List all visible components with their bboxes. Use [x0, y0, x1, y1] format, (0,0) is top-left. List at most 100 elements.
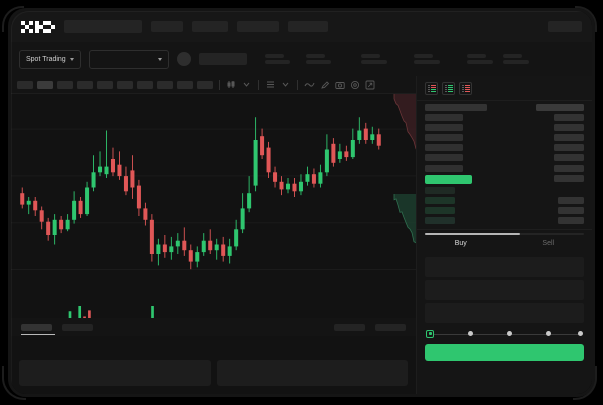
orderbook-ask-row[interactable] [425, 154, 584, 162]
bottom-panel-right[interactable] [216, 360, 408, 386]
market-stat-5 [466, 53, 493, 65]
last-price-value [425, 174, 472, 184]
buy-sell-tabs: Buy Sell [417, 235, 592, 252]
chart-type-chevron-icon[interactable] [241, 79, 252, 90]
trendline-wave-icon[interactable] [304, 79, 315, 90]
stat-label [502, 53, 522, 58]
tab-buy[interactable]: Buy [454, 240, 467, 248]
order-type-field[interactable] [425, 257, 584, 278]
timeframe-button[interactable] [57, 80, 73, 89]
market-stat-1 [264, 53, 290, 65]
coin-avatar-icon [176, 52, 191, 66]
submit-order-button[interactable] [425, 344, 584, 362]
timeframe-button[interactable] [77, 80, 93, 89]
orderbook-ask-row[interactable] [425, 134, 584, 142]
slider-knob-icon[interactable] [426, 329, 434, 338]
orderbook-column-divider [417, 100, 592, 101]
orderbook-last-price-row[interactable] [425, 174, 584, 184]
indicators-chevron-icon[interactable] [280, 79, 291, 90]
candlestick-chart-svg [11, 94, 416, 336]
timeframe-button[interactable] [117, 80, 133, 89]
active-tab-indicator [21, 333, 55, 335]
timeframe-button-active[interactable] [37, 80, 53, 89]
orderbook-view-both-icon[interactable] [425, 82, 438, 95]
nav-item-4[interactable] [288, 21, 328, 32]
toolbar-divider [258, 79, 259, 90]
orderbook-bid-row[interactable] [425, 206, 584, 214]
trading-mode-selector[interactable]: Spot Trading [19, 49, 81, 69]
market-stat-2 [305, 53, 331, 65]
slider-step-5[interactable] [578, 331, 583, 337]
depth-ratio-fill [425, 233, 521, 236]
nav-item-3[interactable] [237, 21, 279, 32]
orders-action-1[interactable] [334, 323, 365, 331]
nav-item-2[interactable] [192, 21, 228, 32]
toolbar-divider [219, 79, 220, 90]
market-stat-4 [413, 53, 440, 65]
camera-snapshot-icon[interactable] [334, 79, 345, 90]
pencil-draw-icon[interactable] [319, 79, 330, 90]
trade-form-fields [417, 252, 592, 324]
stat-value [305, 60, 331, 65]
orderbook-header-row [425, 104, 584, 111]
timeframe-button[interactable] [177, 80, 193, 89]
orderbook-rows [417, 104, 592, 225]
settings-gear-icon[interactable] [349, 79, 360, 90]
stat-label [305, 53, 325, 58]
tab-open-orders[interactable] [21, 323, 52, 331]
orders-tabbar [11, 318, 416, 336]
price-chart[interactable] [11, 94, 416, 336]
stat-label [413, 53, 433, 58]
pair-name [198, 53, 247, 65]
stat-value [264, 60, 290, 65]
chevron-down-icon [157, 57, 162, 61]
chevron-down-icon [69, 57, 74, 61]
depth-ratio-bar [425, 233, 584, 236]
timeframe-button[interactable] [157, 80, 173, 89]
nav-item-5[interactable] [548, 21, 582, 32]
stat-value [360, 60, 387, 65]
timeframe-button[interactable] [197, 80, 213, 89]
tab-order-history[interactable] [62, 323, 93, 331]
slider-step-3[interactable] [507, 331, 512, 337]
slider-step-2[interactable] [468, 331, 473, 337]
market-stat-6 [502, 53, 529, 65]
stat-value [466, 60, 493, 65]
stat-label [264, 53, 284, 58]
header-search-input[interactable] [64, 20, 142, 33]
market-stat-3 [360, 53, 387, 65]
timeframe-button[interactable] [17, 80, 33, 89]
orderbook-ask-row[interactable] [425, 114, 584, 122]
amount-slider[interactable] [426, 329, 583, 339]
orderbook-col-price [425, 104, 487, 111]
tab-sell[interactable]: Sell [542, 240, 555, 248]
orders-action-2[interactable] [375, 323, 406, 331]
orderbook-ask-row[interactable] [425, 124, 584, 132]
stat-label [360, 53, 380, 58]
panel-divider [417, 229, 592, 231]
bottom-panel-left[interactable] [19, 360, 211, 386]
timeframe-button[interactable] [137, 80, 153, 89]
fullscreen-expand-icon[interactable] [364, 79, 375, 90]
nav-item-1[interactable] [151, 21, 183, 32]
okx-logo-icon[interactable] [21, 20, 55, 33]
orderbook-view-bids-icon[interactable] [442, 82, 455, 95]
orderbook-bid-row[interactable] [425, 196, 584, 204]
price-field[interactable] [425, 280, 584, 301]
timeframe-button[interactable] [97, 80, 113, 89]
stat-value [413, 60, 440, 65]
orderbook-bid-row[interactable] [425, 217, 584, 225]
candlestick-type-icon[interactable] [226, 79, 237, 90]
orderbook-ask-row[interactable] [425, 144, 584, 152]
orderbook-ask-row[interactable] [425, 164, 584, 172]
indicators-icon[interactable] [265, 79, 276, 90]
chart-toolbar [11, 76, 416, 94]
orderbook-bid-row[interactable] [425, 186, 584, 194]
slider-step-4[interactable] [546, 331, 551, 337]
amount-field[interactable] [425, 303, 584, 324]
slider-track [429, 333, 580, 335]
orderbook-view-asks-icon[interactable] [459, 82, 472, 95]
pair-selector[interactable] [88, 49, 169, 69]
device-frame: Spot Trading [8, 8, 595, 397]
